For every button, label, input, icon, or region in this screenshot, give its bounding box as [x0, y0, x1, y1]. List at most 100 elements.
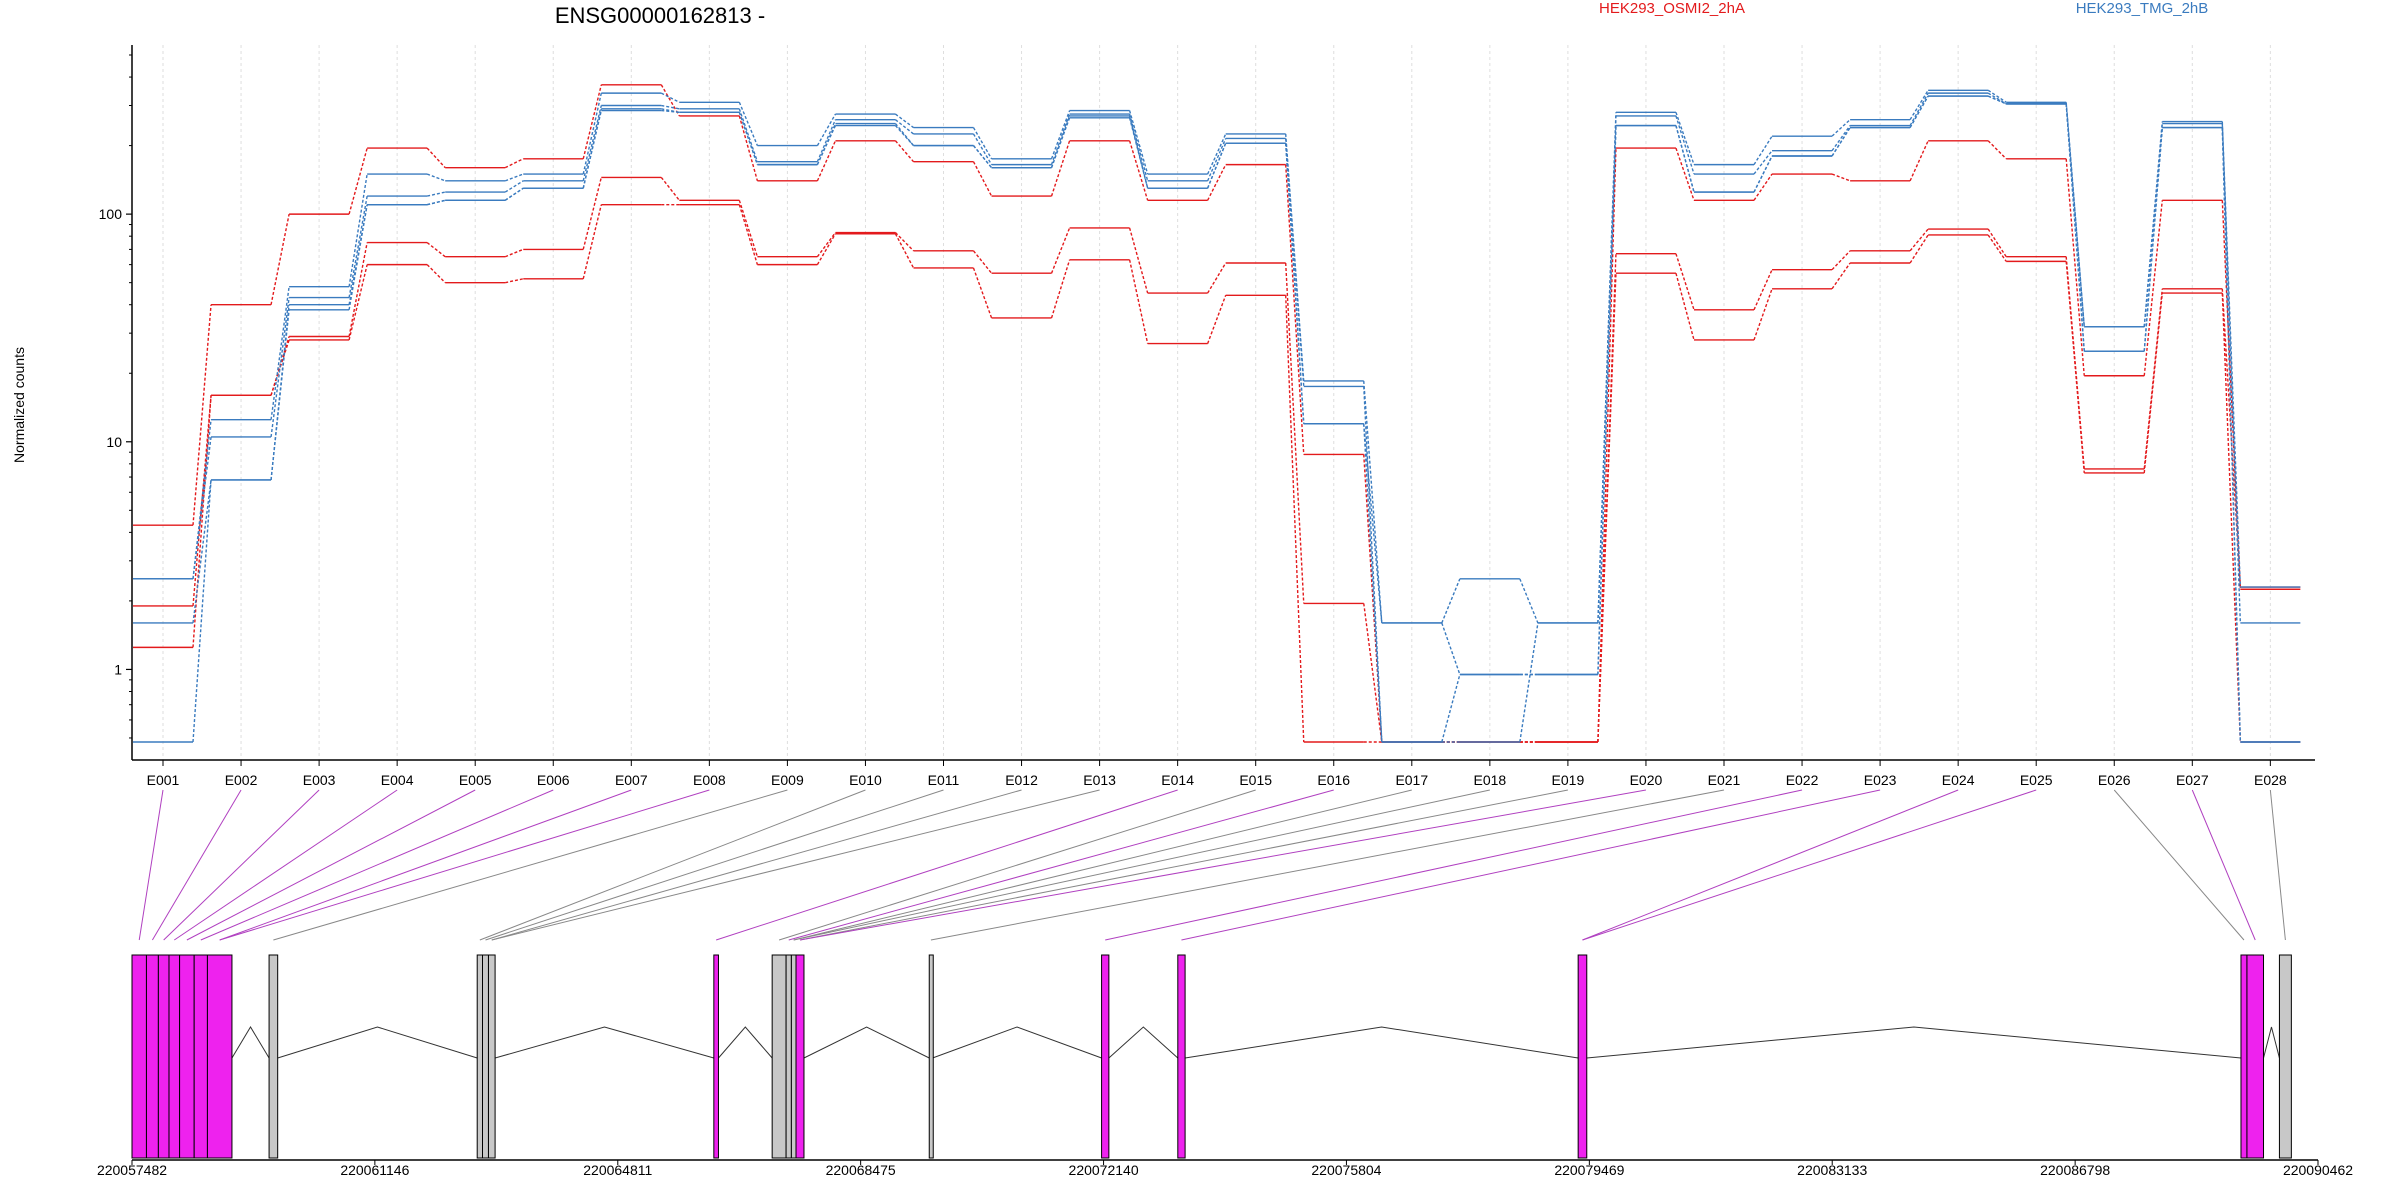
series-transition [972, 127, 993, 160]
series-transition [192, 395, 212, 607]
vertical-gridlines [162, 45, 2271, 760]
series-transition [582, 92, 602, 175]
series-transition [192, 304, 212, 526]
genome-tick-label: 220075804 [1311, 1162, 1381, 1178]
series-transition [816, 232, 837, 258]
series-transition [1519, 622, 1539, 743]
intron-line [803, 1026, 930, 1059]
series-transition [426, 264, 446, 284]
series-transition [348, 204, 368, 310]
series-transition [1987, 234, 2007, 262]
series-transition [348, 195, 368, 298]
series-transition [2143, 123, 2163, 327]
series-transition [1363, 380, 1383, 624]
series-transition [1675, 112, 1695, 165]
series-transition [270, 286, 290, 420]
series-transition [1128, 140, 1149, 201]
series-transition [1207, 262, 1227, 294]
series-transition [895, 119, 914, 135]
exon-label: E022 [1786, 772, 1819, 788]
exon-label: E002 [225, 772, 258, 788]
series-transition [1987, 228, 2007, 258]
series-transition [1753, 135, 1773, 165]
series-transition [816, 125, 837, 165]
series-transition [1675, 273, 1695, 341]
series-transition [894, 232, 914, 252]
series-transition [505, 278, 524, 284]
series-transition [2065, 103, 2085, 352]
series-transition [1050, 113, 1071, 165]
exon-label: E007 [615, 772, 648, 788]
exon-block [476, 954, 484, 1159]
series-transition [192, 479, 212, 743]
series-transition [2065, 158, 2085, 376]
exon-connector-line [485, 789, 944, 941]
y-tick-label: 100 [99, 206, 123, 222]
exon-connector-line [778, 789, 1256, 941]
series-transition [1050, 117, 1071, 168]
genome-tick-label: 220083133 [1797, 1162, 1867, 1178]
exon-block [785, 954, 792, 1159]
series-1 [133, 84, 2301, 743]
exon-connector-line [163, 789, 320, 941]
series-transition [2221, 123, 2242, 623]
exon-label: E020 [1630, 772, 1663, 788]
intron-line [932, 1026, 1102, 1059]
gene-model: 220057482 220061146 220064811 220068475 2200… [97, 954, 2353, 1178]
series-transition [660, 92, 680, 103]
intron-line [2263, 1026, 2280, 1059]
exon-block [1101, 954, 1110, 1159]
series-transition [1831, 127, 1851, 157]
exon-connector-line [491, 789, 1100, 941]
intron-line [1108, 1026, 1179, 1059]
series-transition [1207, 142, 1227, 189]
exon-label: E021 [1708, 772, 1741, 788]
exon-label: E018 [1473, 772, 1506, 788]
exon-block [2240, 954, 2248, 1159]
series-transition [816, 113, 837, 146]
exon-label: E026 [2098, 772, 2131, 788]
exon-block [487, 954, 496, 1159]
series-transition [426, 173, 446, 182]
exon-label: E023 [1864, 772, 1897, 788]
series-transition [1831, 173, 1851, 182]
exon-block [2246, 954, 2265, 1159]
series-transition [1909, 95, 1929, 128]
y-tick-label: 10 [106, 434, 122, 450]
exon-connector-line [219, 789, 710, 941]
series-transition [1909, 89, 1929, 121]
exon-label: E016 [1317, 772, 1350, 788]
series-transition [2143, 288, 2163, 469]
series-transition [661, 104, 680, 110]
exon-connector-line [1582, 789, 2037, 941]
series-transition [348, 264, 368, 341]
series-transition [2143, 200, 2163, 376]
series-transition [661, 109, 680, 114]
series-transition [582, 110, 602, 189]
exon-label: E005 [459, 772, 492, 788]
series-transition [1207, 138, 1227, 182]
exon-label: E027 [2176, 772, 2209, 788]
intron-line [231, 1026, 270, 1059]
series-transition [1597, 273, 1617, 743]
series-transition [426, 242, 446, 258]
exon-connector-line [715, 789, 1178, 941]
genome-tick-label: 220072140 [1069, 1162, 1139, 1178]
series-transition [972, 250, 993, 274]
series-5 [133, 92, 2301, 743]
series-transition [1441, 622, 1461, 675]
series-transition [1831, 250, 1851, 271]
exon-connector-line [930, 789, 1725, 941]
series-transition [816, 233, 837, 265]
exon-block [795, 954, 805, 1159]
exon-block [268, 954, 279, 1159]
exon-connector-line [1105, 789, 1803, 941]
series-transition [738, 204, 759, 265]
series-transition [1285, 143, 1305, 424]
series-transition [1909, 140, 1929, 182]
series-transition [1050, 259, 1071, 319]
series-7 [133, 95, 2301, 743]
exon-block [2278, 954, 2292, 1159]
series-transition [1207, 133, 1227, 175]
exon-connector-line [2113, 789, 2245, 941]
